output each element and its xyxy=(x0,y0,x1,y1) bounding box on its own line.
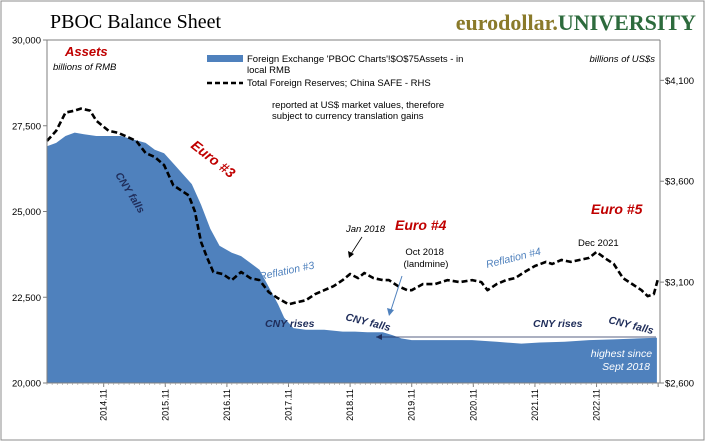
right-axis-ticks: $2,600 $3,100 $3,600 $4,100 xyxy=(660,76,694,390)
area-layer xyxy=(47,132,657,383)
right-tick-label: $2,600 xyxy=(665,379,694,390)
jan-2018-label: Jan 2018 xyxy=(345,224,386,235)
x-tick-label: 2015.11 xyxy=(160,389,170,421)
left-axis-label: Assets xyxy=(64,44,108,59)
plot-area xyxy=(46,39,661,384)
x-tick-label: 2014.11 xyxy=(99,389,109,421)
area-series-fx-assets xyxy=(47,132,657,383)
left-tick-label: 30,000 xyxy=(12,36,41,47)
oct-2018-line2: (landmine) xyxy=(404,259,449,270)
highest-since-label: highest since Sept 2018 xyxy=(591,348,655,373)
x-tick-label: 2022.11 xyxy=(592,389,602,421)
left-tick-label: 25,000 xyxy=(12,207,41,218)
x-tick-label: 2016.11 xyxy=(222,389,232,421)
line-series-total-reserves xyxy=(46,107,660,306)
right-tick-label: $3,100 xyxy=(665,278,694,289)
x-tick-label: 2018.11 xyxy=(345,389,355,421)
jan-2018-arrow xyxy=(350,236,363,255)
x-tick-label: 2017.11 xyxy=(284,389,294,421)
currency-note-line1: reported at US$ market values, therefore xyxy=(272,100,444,111)
x-tick-label: 2021.11 xyxy=(530,389,540,421)
legend-label-dashed: Total Foreign Reserves; China SAFE - RHS xyxy=(247,78,431,89)
oct-2018-line1: Oct 2018 xyxy=(405,247,444,258)
highest-since-line1: highest since xyxy=(591,348,652,360)
oct-2018-arrow xyxy=(390,275,403,311)
legend: Foreign Exchange 'PBOC Charts'!$O$75Asse… xyxy=(207,54,466,89)
oct-2018-arrow-head xyxy=(387,308,394,316)
euro-4-label: Euro #4 xyxy=(395,217,447,233)
brand-part-2: UNIVERSITY xyxy=(558,10,696,35)
x-axis-ticks: 2014.11 2015.11 2016.11 2017.11 2018.11 2019.… xyxy=(46,383,659,421)
chart-title: PBOC Balance Sheet xyxy=(50,11,222,33)
line-layer xyxy=(46,107,660,306)
reference-arrow-head xyxy=(376,334,382,340)
x-tick-label: 2020.11 xyxy=(468,389,478,421)
dec-2021-label: Dec 2021 xyxy=(578,238,619,249)
highest-since-line2: Sept 2018 xyxy=(602,361,650,373)
euro-5-label: Euro #5 xyxy=(591,201,643,217)
legend-label-area-line1: Foreign Exchange 'PBOC Charts'!$O$75Asse… xyxy=(247,54,463,65)
left-tick-label: 20,000 xyxy=(12,379,41,390)
left-tick-label: 22,500 xyxy=(12,293,41,304)
left-tick-label: 27,500 xyxy=(12,121,41,132)
legend-label-area: Foreign Exchange 'PBOC Charts'!$O$75Asse… xyxy=(247,54,466,76)
currency-note: reported at US$ market values, therefore… xyxy=(272,100,447,122)
left-axis-unit: billions of RMB xyxy=(53,62,117,73)
oct-2018-label: Oct 2018 (landmine) xyxy=(404,247,449,270)
x-tick-label: 2019.11 xyxy=(407,389,417,421)
currency-note-line2: subject to currency translation gains xyxy=(272,111,424,122)
cny-rises-label-2: CNY rises xyxy=(533,318,583,330)
brand-logo: eurodollar.UNIVERSITY xyxy=(456,10,696,35)
right-tick-label: $3,600 xyxy=(665,177,694,188)
legend-label-area-line2: local RMB xyxy=(247,65,290,76)
right-axis-unit: billions of US$s xyxy=(590,54,656,65)
brand-part-1: eurodollar. xyxy=(456,10,558,35)
cny-rises-label-1: CNY rises xyxy=(265,318,315,330)
jan-2018-arrow-head xyxy=(348,251,354,258)
left-axis-ticks: 20,000 22,500 25,000 27,500 30,000 xyxy=(12,36,47,390)
legend-swatch-area xyxy=(207,55,243,62)
right-tick-label: $4,100 xyxy=(665,76,694,87)
